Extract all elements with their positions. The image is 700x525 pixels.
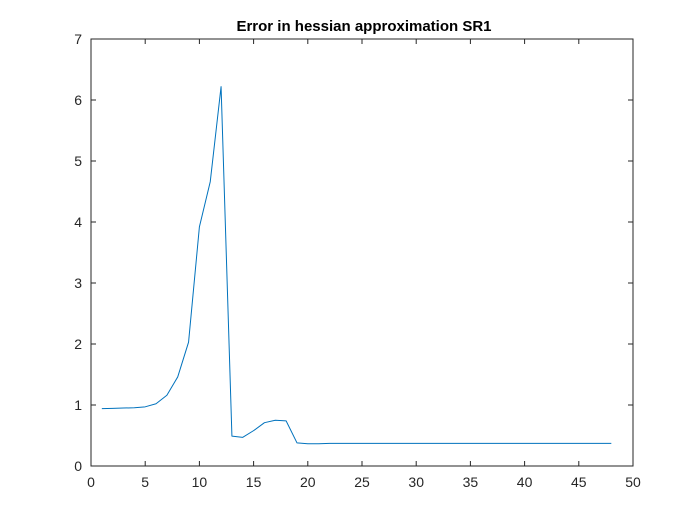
x-tick-label: 50 (625, 474, 641, 490)
chart-title: Error in hessian approximation SR1 (236, 18, 491, 35)
y-tick-label: 7 (74, 31, 82, 47)
x-tick-label: 0 (87, 474, 95, 490)
y-tick-label: 1 (74, 397, 82, 413)
y-axis: 0 1 2 3 4 5 6 7 (74, 31, 633, 474)
x-tick-label: 5 (141, 474, 149, 490)
axes-frame (90, 38, 634, 467)
x-axis: 0 5 10 15 20 25 30 35 40 45 50 (87, 39, 641, 490)
y-tick-label: 2 (74, 336, 82, 352)
x-tick-label: 30 (408, 474, 424, 490)
x-tick-label: 35 (463, 474, 479, 490)
y-tick-label: 5 (74, 153, 82, 169)
y-tick-label: 3 (74, 275, 82, 291)
x-tick-label: 15 (246, 474, 262, 490)
axes-box (90, 38, 634, 467)
x-tick-label: 10 (192, 474, 208, 490)
series-line-1 (101, 86, 612, 445)
y-tick-label: 6 (74, 92, 82, 108)
x-tick-label: 25 (354, 474, 370, 490)
y-tick-label: 0 (74, 458, 82, 474)
x-tick-label: 20 (300, 474, 316, 490)
y-tick-label: 4 (74, 214, 82, 230)
x-tick-label: 40 (517, 474, 533, 490)
x-tick-label: 45 (571, 474, 587, 490)
plot-area (101, 86, 612, 445)
